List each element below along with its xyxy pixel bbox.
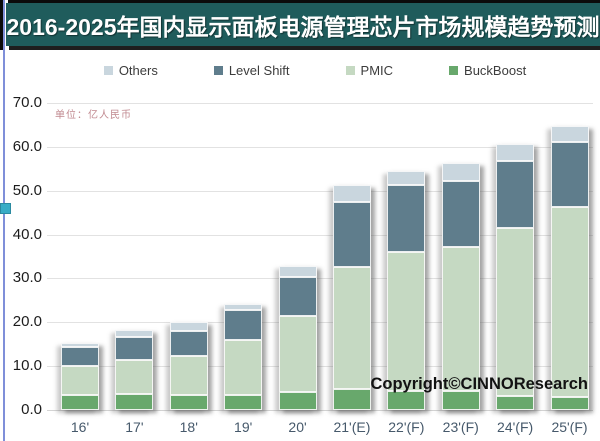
bar-segment-level-shift	[61, 347, 99, 367]
y-axis-tick-label: 10.0	[12, 357, 42, 375]
y-axis-tick-label: 20.0	[12, 313, 42, 331]
copyright-watermark: Copyright©CINNOResearch	[370, 375, 588, 393]
legend-label: Others	[118, 62, 158, 78]
bar-segment-pmic	[61, 366, 99, 396]
gridline-60	[47, 146, 593, 148]
x-axis-tick-label: 22'(F)	[388, 419, 425, 435]
legend-item-buckboost: BuckBoost	[449, 63, 526, 78]
bar-segment-others	[169, 322, 208, 331]
bar-segment-pmic	[387, 251, 426, 391]
bar-segment-level-shift	[278, 276, 317, 317]
bar-segment-level-shift	[332, 202, 371, 267]
legend-item-level-shift: Level Shift	[213, 62, 290, 78]
x-axis-tick-label: 20'	[288, 419, 307, 435]
bar-25F	[550, 125, 589, 410]
chart-title: 2016-2025年国内显示面板电源管理芯片市场规模趋势预测	[6, 13, 600, 40]
x-axis-tick-label: 25'(F)	[551, 419, 588, 435]
x-axis-tick-label: 18'	[179, 419, 198, 435]
y-axis-tick-label: 30.0	[12, 269, 42, 287]
bar-segment-buckboost	[169, 395, 208, 410]
bar-segment-pmic	[278, 316, 317, 393]
gridline-70	[47, 103, 593, 104]
bar-18	[169, 322, 208, 410]
bar-segment-pmic	[224, 340, 263, 396]
bar-segment-level-shift	[550, 142, 589, 207]
bar-segment-pmic	[550, 206, 589, 397]
bar-19	[224, 304, 263, 410]
bar-segment-level-shift	[387, 185, 426, 252]
bar-segment-level-shift	[496, 161, 535, 228]
bar-segment-buckboost	[387, 390, 426, 410]
x-axis-tick-label: 16'	[70, 419, 90, 435]
y-axis-tick-label: 60.0	[12, 137, 42, 155]
unit-label: 单位：亿人民币	[55, 110, 132, 121]
legend-item-pmic: PMIC	[345, 62, 394, 78]
bar-segment-buckboost	[61, 395, 99, 410]
bar-22F	[387, 170, 426, 410]
gridline-20	[47, 322, 593, 324]
chart-legend: Others Level Shift PMIC BuckBoost	[40, 60, 590, 80]
x-axis-tick-label: 24'(F)	[497, 419, 534, 435]
y-axis-tick-label: 0.0	[21, 401, 42, 418]
bar-segment-level-shift	[224, 310, 263, 341]
legend-label: BuckBoost	[464, 62, 527, 78]
bar-segment-pmic	[332, 267, 371, 389]
bar-24F	[496, 144, 535, 410]
y-axis-tick-label: 40.0	[12, 225, 42, 243]
bar-segment-buckboost	[278, 392, 317, 410]
legend-item-others: Others	[103, 62, 158, 78]
bar-segment-buckboost	[441, 390, 480, 410]
legend-swatch-icon	[345, 65, 355, 75]
gridline-40	[47, 234, 593, 236]
bar-17	[115, 329, 154, 410]
bar-segment-pmic	[115, 359, 154, 395]
gridline-50	[47, 190, 593, 192]
bar-segment-buckboost	[332, 388, 371, 410]
selection-handle[interactable]	[0, 203, 11, 214]
legend-swatch-icon	[449, 65, 459, 75]
bar-segment-pmic	[441, 246, 480, 391]
y-axis-tick-label: 50.0	[12, 181, 42, 199]
gridline-30	[47, 278, 593, 280]
bar-segment-others	[441, 163, 480, 182]
bar-20	[278, 265, 317, 410]
legend-label: Level Shift	[228, 62, 290, 78]
bar-segment-buckboost	[496, 395, 535, 410]
left-guide-line	[3, 0, 5, 441]
bar-segment-others	[224, 304, 263, 311]
window-left-edge	[0, 0, 3, 50]
bar-segment-buckboost	[224, 395, 263, 410]
bar-segment-others	[332, 184, 371, 203]
bar-21E	[332, 184, 371, 410]
bar-segment-buckboost	[550, 396, 589, 410]
x-axis-tick-label: 19'	[234, 419, 253, 435]
x-axis-tick-label: 17'	[125, 419, 144, 435]
bar-segment-level-shift	[441, 181, 480, 247]
bar-segment-buckboost	[115, 394, 154, 410]
legend-swatch-icon	[213, 65, 223, 75]
bar-16	[61, 342, 99, 410]
bar-segment-others	[496, 144, 535, 162]
gridline-0	[47, 410, 593, 411]
bar-segment-others	[278, 265, 317, 277]
title-bar: 2016-2025年国内显示面板电源管理芯片市场规模趋势预测	[6, 3, 600, 46]
bar-segment-pmic	[496, 227, 535, 396]
y-axis-tick-label: 70.0	[12, 94, 42, 111]
bar-segment-level-shift	[115, 336, 154, 360]
bar-segment-others	[115, 329, 154, 337]
bar-segment-pmic	[169, 356, 208, 396]
gridline-10	[47, 366, 593, 368]
window-top-edge	[8, 0, 600, 3]
bar-segment-others	[61, 342, 99, 348]
bar-segment-level-shift	[169, 330, 208, 357]
x-axis-tick-label: 21'(E)	[333, 419, 371, 435]
legend-swatch-icon	[103, 65, 113, 75]
bar-23F	[441, 163, 480, 410]
bar-segment-others	[387, 170, 426, 186]
legend-label: PMIC	[360, 62, 394, 78]
x-axis-tick-label: 23'(F)	[442, 419, 479, 435]
bar-segment-others	[550, 125, 589, 143]
